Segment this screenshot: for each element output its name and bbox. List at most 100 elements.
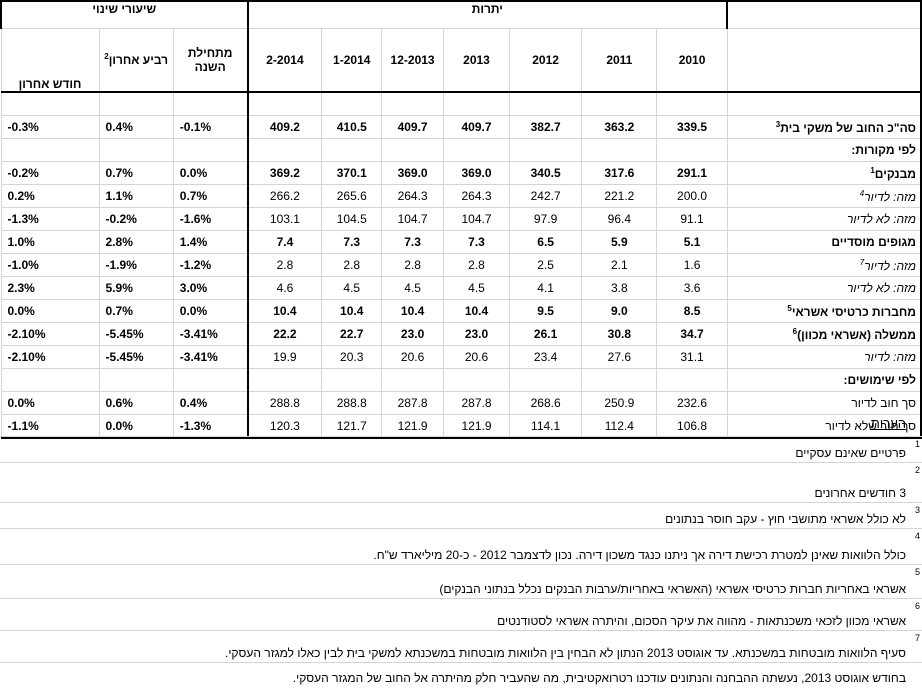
value-cell[interactable] [381,368,445,392]
value-cell[interactable]: 31.1 [656,345,728,369]
change-cell[interactable]: -3.41% [172,345,249,369]
change-cell[interactable]: 1.0% [0,230,100,254]
value-cell[interactable]: 23.0 [381,322,445,346]
change-cell[interactable] [98,368,174,392]
change-cell[interactable]: 1.4% [172,230,249,254]
change-cell[interactable]: 2.8% [98,230,174,254]
spacer-cell[interactable] [656,91,728,116]
change-cell[interactable]: 0.0% [0,299,100,323]
row-label[interactable]: מזה: לדיור4 [726,184,922,208]
value-cell[interactable]: 96.4 [581,207,658,231]
column-header-2013[interactable]: 2013 [443,27,511,93]
row-label[interactable]: מבנקים1 [726,161,922,185]
value-cell[interactable]: 23.0 [443,322,511,346]
change-cell[interactable]: 0.0% [0,391,100,415]
change-cell[interactable]: 5.9% [98,276,174,300]
value-cell[interactable]: 410.5 [321,115,383,139]
change-cell[interactable]: -5.45% [98,345,174,369]
value-cell[interactable]: 121.9 [443,414,511,439]
column-header-2010[interactable]: 2010 [656,27,728,93]
change-cell[interactable] [172,138,249,162]
value-cell[interactable]: 19.9 [246,345,323,369]
column-header-12-2013[interactable]: 12-2013 [381,27,445,93]
value-cell[interactable]: 409.7 [443,115,511,139]
value-cell[interactable]: 4.1 [509,276,583,300]
change-cell[interactable]: 0.6% [98,391,174,415]
change-cell[interactable]: -0.3% [0,115,100,139]
value-cell[interactable]: 104.7 [443,207,511,231]
value-cell[interactable]: 250.9 [581,391,658,415]
value-cell[interactable] [381,138,445,162]
change-cell[interactable]: -0.1% [172,115,249,139]
value-cell[interactable]: 265.6 [321,184,383,208]
value-cell[interactable] [656,368,728,392]
value-cell[interactable]: 2.8 [381,253,445,277]
value-cell[interactable]: 2.8 [246,253,323,277]
change-cell[interactable]: -1.3% [172,414,249,439]
spacer-cell[interactable] [581,91,658,116]
value-cell[interactable]: 2.5 [509,253,583,277]
row-label[interactable]: לפי שימושים: [726,368,922,392]
row-label[interactable]: מזה: לדיור [726,345,922,369]
value-cell[interactable]: 291.1 [656,161,728,185]
value-cell[interactable]: 4.6 [246,276,323,300]
change-cell[interactable]: 1.1% [98,184,174,208]
value-cell[interactable]: 10.4 [246,299,323,323]
value-cell[interactable]: 120.3 [246,414,323,439]
group-balances-header[interactable]: יתרות [246,0,729,29]
change-cell[interactable]: 0.7% [172,184,249,208]
value-cell[interactable]: 34.7 [656,322,728,346]
value-cell[interactable]: 91.1 [656,207,728,231]
value-cell[interactable]: 369.0 [443,161,511,185]
value-cell[interactable]: 369.0 [381,161,445,185]
change-cell[interactable]: 0.7% [98,299,174,323]
change-cell[interactable]: -1.2% [172,253,249,277]
value-cell[interactable]: 264.3 [443,184,511,208]
value-cell[interactable] [246,368,323,392]
change-cell[interactable]: 0.4% [172,391,249,415]
value-cell[interactable]: 2.8 [443,253,511,277]
column-header-change-2[interactable]: חודש אחרון [0,27,100,93]
value-cell[interactable]: 104.5 [321,207,383,231]
row-label[interactable]: לפי מקורות: [726,138,922,162]
change-cell[interactable] [0,368,100,392]
value-cell[interactable]: 339.5 [656,115,728,139]
value-cell[interactable]: 288.8 [246,391,323,415]
value-cell[interactable] [509,368,583,392]
value-cell[interactable]: 221.2 [581,184,658,208]
value-cell[interactable]: 27.6 [581,345,658,369]
change-cell[interactable]: 2.3% [0,276,100,300]
value-cell[interactable]: 409.2 [246,115,323,139]
change-cell[interactable] [172,368,249,392]
value-cell[interactable] [443,138,511,162]
value-cell[interactable] [581,138,658,162]
change-cell[interactable]: 0.0% [172,161,249,185]
value-cell[interactable]: 20.6 [443,345,511,369]
value-cell[interactable]: 317.6 [581,161,658,185]
value-cell[interactable]: 97.9 [509,207,583,231]
change-cell[interactable]: -1.1% [0,414,100,439]
header-corner[interactable] [726,0,922,29]
change-cell[interactable]: 0.7% [98,161,174,185]
value-cell[interactable]: 103.1 [246,207,323,231]
value-cell[interactable]: 2.8 [321,253,383,277]
change-cell[interactable]: -1.0% [0,253,100,277]
value-cell[interactable]: 112.4 [581,414,658,439]
value-cell[interactable]: 4.5 [321,276,383,300]
value-cell[interactable]: 409.7 [381,115,445,139]
value-cell[interactable]: 287.8 [381,391,445,415]
change-cell[interactable]: -1.9% [98,253,174,277]
value-cell[interactable] [321,138,383,162]
spacer-cell[interactable] [443,91,511,116]
value-cell[interactable] [246,138,323,162]
value-cell[interactable]: 7.3 [443,230,511,254]
column-header-change-0[interactable]: מתחילת השנה [172,27,249,93]
value-cell[interactable]: 10.4 [321,299,383,323]
column-header-change-1[interactable]: רביע אחרון2 [98,27,174,93]
value-cell[interactable]: 7.4 [246,230,323,254]
column-header-1-2014[interactable]: 1-2014 [321,27,383,93]
change-cell[interactable]: -1.3% [0,207,100,231]
value-cell[interactable]: 9.5 [509,299,583,323]
value-cell[interactable]: 340.5 [509,161,583,185]
row-label[interactable]: מזה: לא לדיור [726,207,922,231]
